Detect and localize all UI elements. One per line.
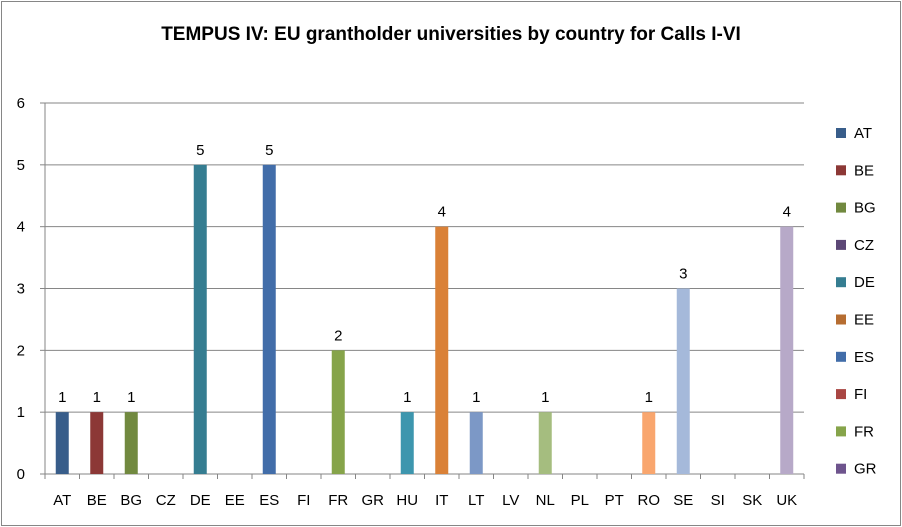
gridlines [45,102,804,413]
x-tick-label: GR [362,492,385,509]
bar-be [90,412,104,474]
data-label: 1 [541,389,549,406]
x-tick-label: BG [120,492,142,509]
y-tick-label: 3 [17,281,25,298]
legend-label: FI [854,386,867,403]
x-tick-label: SK [742,492,762,509]
x-tick-label: EE [225,492,245,509]
data-label: 1 [403,389,411,406]
legend-swatch [836,128,846,138]
x-tick-label: UK [776,492,797,509]
bar-ro [642,412,656,474]
data-label: 1 [645,389,653,406]
legend-label: FR [854,423,874,440]
x-tick-label: DE [190,492,211,509]
data-label: 3 [679,266,687,283]
x-tick-label: FR [328,492,348,509]
y-tick-label: 0 [17,466,25,483]
x-tick-label: FI [297,492,310,509]
legend-swatch [836,314,846,325]
x-tick-label: ES [259,492,279,509]
legend-swatch [836,165,846,176]
bar-de [193,164,207,475]
y-tick-label: 6 [17,95,25,112]
bar-lt [469,412,483,474]
x-tick-label: LV [502,492,519,509]
legend-label: GR [854,461,877,478]
chart-title: TEMPUS IV: EU grantholder universities b… [161,24,741,45]
bar-fr [331,350,345,474]
data-label: 4 [438,204,446,221]
bar-at [55,412,69,474]
legend-label: CZ [854,237,874,254]
bar-se [676,288,690,474]
data-label: 1 [93,389,101,406]
x-tick-label: PT [605,492,624,509]
legend-swatch [836,426,846,437]
x-tick-label: CZ [156,492,176,509]
data-label: 1 [472,389,480,406]
y-tick-label: 4 [17,219,25,236]
x-axis-ticks: AT BE BG CZ DE EE ES FI FR GR HU IT LT LV NL PL PT RO SE SI… [44,474,805,509]
x-tick-label: AT [53,492,71,509]
bar-nl [538,412,552,474]
data-label: 5 [265,142,273,159]
bar-bg [124,412,138,474]
x-tick-label: BE [87,492,107,509]
legend-swatch [836,389,846,400]
x-tick-label: SI [711,492,725,509]
bar-uk [780,226,794,474]
bars [55,164,794,475]
x-tick-label: PL [571,492,589,509]
legend-swatch [836,239,846,250]
legend-label: BG [854,200,876,217]
legend-label: ES [854,349,874,366]
legend-label: DE [854,274,875,291]
data-label: 1 [58,389,66,406]
legend-swatch [836,277,846,288]
legend-label: AT [854,125,872,142]
y-tick-label: 1 [17,404,25,421]
legend-label: BE [854,162,874,179]
y-tick-label: 2 [17,342,25,359]
data-label: 5 [196,142,204,159]
x-tick-label: NL [536,492,555,509]
data-labels: 1 1 1 5 5 2 1 4 1 1 1 3 4 [58,142,791,406]
data-label: 1 [127,389,135,406]
y-tick-label: 5 [17,157,25,174]
x-tick-label: LT [468,492,484,509]
legend-swatch [836,463,846,474]
bar-es [262,164,276,475]
x-tick-label: IT [435,492,448,509]
x-tick-label: RO [638,492,661,509]
x-tick-label: SE [673,492,693,509]
legend-swatch [836,202,846,213]
legend-swatch [836,351,846,362]
bar-hu [400,412,414,474]
legend-label: EE [854,312,874,329]
data-label: 4 [783,204,791,221]
legend: AT BE BG CZ DE EE ES FI FR GR [836,125,877,478]
y-axis-ticks: 0 1 2 3 4 5 6 [17,95,45,483]
x-tick-label: HU [396,492,418,509]
data-label: 2 [334,327,342,344]
bar-it [435,226,449,474]
